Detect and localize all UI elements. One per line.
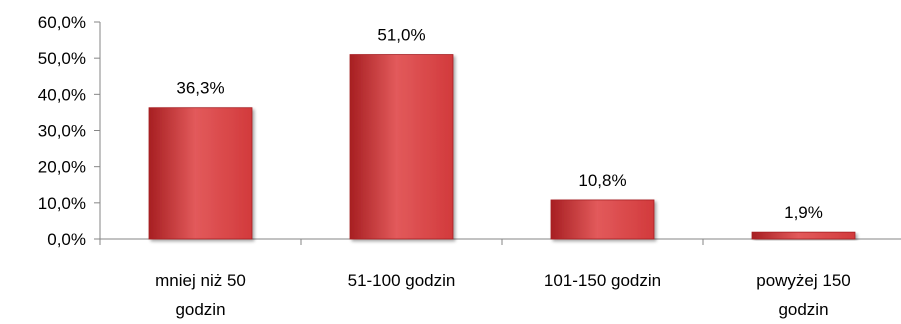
y-tick-label: 20,0% — [38, 158, 86, 177]
category-label: mniej niż 50 godzin — [155, 271, 246, 319]
category-label-line: mniej niż 50 — [155, 271, 246, 290]
y-tick-label: 10,0% — [38, 194, 86, 213]
y-tick-label: 0,0% — [47, 230, 86, 249]
y-tick-label: 30,0% — [38, 122, 86, 141]
bar — [148, 107, 253, 240]
bar — [349, 54, 454, 240]
bars — [148, 54, 856, 240]
category-label: powyżej 150 godzin — [756, 271, 851, 319]
category-label-line: powyżej 150 — [756, 271, 851, 290]
data-label: 10,8% — [578, 171, 626, 190]
category-label: 51-100 godzin — [348, 271, 456, 290]
y-tick-label: 50,0% — [38, 49, 86, 68]
y-tick-label: 40,0% — [38, 85, 86, 104]
category-label-line: godzin — [778, 300, 828, 319]
category-label-line: godzin — [175, 300, 225, 319]
category-label: 101-150 godzin — [544, 271, 661, 290]
data-label: 1,9% — [784, 203, 823, 222]
bar — [550, 199, 655, 240]
category-label-line: 51-100 godzin — [348, 271, 456, 290]
category-label-line: 101-150 godzin — [544, 271, 661, 290]
data-label: 36,3% — [176, 79, 224, 98]
labels: 0,0% 10,0% 20,0% 30,0% 40,0% 50,0% 60,0% 36,3% m… — [38, 13, 851, 319]
bar — [751, 231, 856, 240]
data-label: 51,0% — [377, 26, 425, 45]
y-tick-label: 60,0% — [38, 13, 86, 32]
